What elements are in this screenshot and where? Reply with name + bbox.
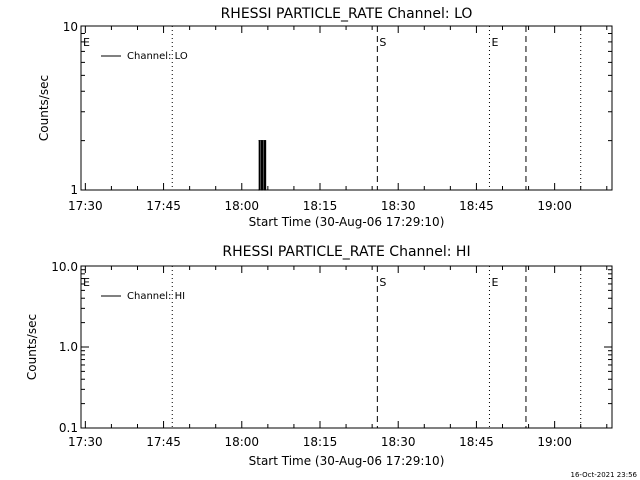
series-line	[258, 140, 267, 191]
data-point	[263, 140, 265, 142]
x-tick-label: 18:15	[303, 435, 338, 449]
timestamp: 16-Oct-2021 23:56	[571, 471, 638, 479]
y-tick-label: 1	[70, 183, 78, 197]
panel-hi: RHESSI PARTICLE_RATE Channel: HI 17:30 17:…	[25, 244, 613, 468]
legend-entry: Channel: LO	[127, 51, 188, 62]
y-tick-label: 10.0	[51, 260, 78, 274]
x-axis-label: Start Time (30-Aug-06 17:29:10)	[249, 454, 445, 468]
data-point	[264, 140, 266, 142]
data-point	[258, 140, 260, 142]
y-tick-label: 1.0	[59, 340, 78, 354]
chart-title: RHESSI PARTICLE_RATE Channel: LO	[221, 6, 473, 22]
x-axis-label: Start Time (30-Aug-06 17:29:10)	[249, 215, 445, 229]
x-tick-label: 18:30	[381, 435, 416, 449]
edge-label: E	[83, 36, 90, 49]
edge-label: E	[83, 276, 90, 289]
chart-title: RHESSI PARTICLE_RATE Channel: HI	[222, 244, 470, 260]
data-point	[263, 189, 265, 191]
x-tick-label: 18:00	[224, 435, 259, 449]
x-tick-label: 18:00	[224, 199, 259, 213]
legend-entry: Channel: HI	[127, 291, 185, 302]
data-point	[261, 140, 263, 142]
data-point	[260, 140, 262, 142]
y-tick-label: 0.1	[59, 421, 78, 435]
y-tick-label: 10	[63, 20, 78, 34]
event-label: S	[379, 36, 386, 49]
x-tick-label: 18:45	[459, 435, 494, 449]
data-point	[260, 189, 262, 191]
event-label: E	[491, 36, 498, 49]
event-label: S	[379, 276, 386, 289]
y-axis-label: Counts/sec	[37, 75, 51, 141]
data-point	[258, 189, 260, 191]
x-tick-label: 18:45	[459, 199, 494, 213]
panel-lo: RHESSI PARTICLE_RATE Channel: LO 17:30 17:…	[37, 6, 613, 229]
data-point	[258, 189, 261, 191]
x-tick-label: 17:30	[68, 199, 103, 213]
x-tick-label: 17:30	[68, 435, 103, 449]
y-axis-label: Counts/sec	[25, 314, 39, 380]
x-tick-label: 19:00	[537, 435, 572, 449]
data-point	[265, 189, 267, 191]
x-tick-label: 19:00	[537, 199, 572, 213]
x-tick-label: 17:45	[146, 199, 181, 213]
x-tick-label: 18:15	[303, 199, 338, 213]
event-label: E	[491, 276, 498, 289]
data-point	[262, 189, 264, 191]
x-tick-label: 17:45	[146, 435, 181, 449]
x-tick-label: 18:30	[381, 199, 416, 213]
